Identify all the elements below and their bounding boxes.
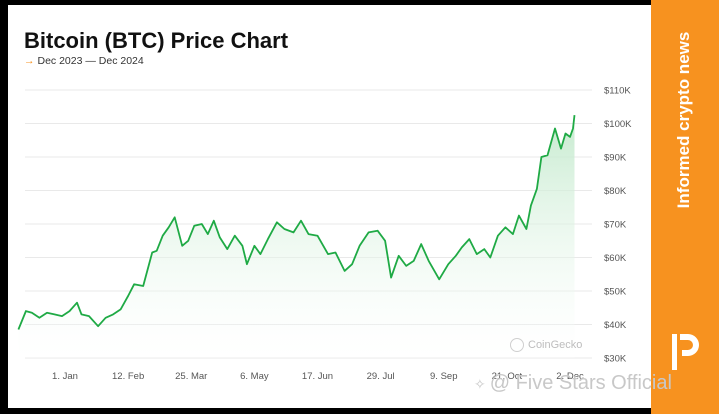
price-area-fill xyxy=(18,115,575,358)
y-tick-label: $100K xyxy=(604,119,632,130)
watermark-text: @ Five Stars Official xyxy=(489,372,672,394)
brand-tagline: Informed crypto news xyxy=(674,31,693,209)
price-chart: $110K $100K $90K $80K $70K $60K $50K $40K $30K 1… xyxy=(17,86,632,382)
watermark: ✧ @ Five Stars Official xyxy=(474,372,672,395)
chart-subtitle: → Dec 2023 — Dec 2024 xyxy=(24,55,144,67)
coingecko-logo-icon xyxy=(510,338,524,352)
price-line xyxy=(17,114,576,330)
source-badge: CoinGecko xyxy=(510,338,582,352)
x-tick-label: 2. Dec xyxy=(556,371,584,382)
x-tick-label: 12. Feb xyxy=(112,371,144,382)
y-axis-labels: $110K $100K $90K $80K $70K $60K $50K $40K $30K xyxy=(604,86,632,365)
y-tick-label: $110K xyxy=(604,86,631,97)
y-tick-label: $90K xyxy=(604,153,627,164)
source-badge-label: CoinGecko xyxy=(528,339,583,351)
x-tick-label: 25. Mar xyxy=(175,371,207,382)
sparkle-icon: ✧ xyxy=(474,376,486,392)
x-tick-label: 9. Sep xyxy=(430,371,457,382)
brand-logo-icon xyxy=(672,334,699,370)
y-tick-label: $60K xyxy=(604,253,627,264)
brand-side-band xyxy=(651,0,719,414)
x-tick-label: 29. Jul xyxy=(367,371,395,382)
y-tick-label: $70K xyxy=(604,220,627,231)
y-tick-label: $30K xyxy=(604,354,627,365)
y-tick-label: $80K xyxy=(604,186,627,197)
arrow-right-icon: → xyxy=(24,55,35,67)
x-axis-labels: 1. Jan 12. Feb 25. Mar 6. May 17. Jun 29. Jul… xyxy=(52,371,584,382)
date-range-label: Dec 2023 — Dec 2024 xyxy=(37,55,144,67)
x-tick-label: 21. Oct xyxy=(492,371,523,382)
x-tick-label: 6. May xyxy=(240,371,269,382)
x-tick-label: 1. Jan xyxy=(52,371,78,382)
y-tick-label: $40K xyxy=(604,320,627,331)
page-title: Bitcoin (BTC) Price Chart xyxy=(24,28,289,53)
y-tick-label: $50K xyxy=(604,287,627,298)
x-tick-label: 17. Jun xyxy=(302,371,333,382)
